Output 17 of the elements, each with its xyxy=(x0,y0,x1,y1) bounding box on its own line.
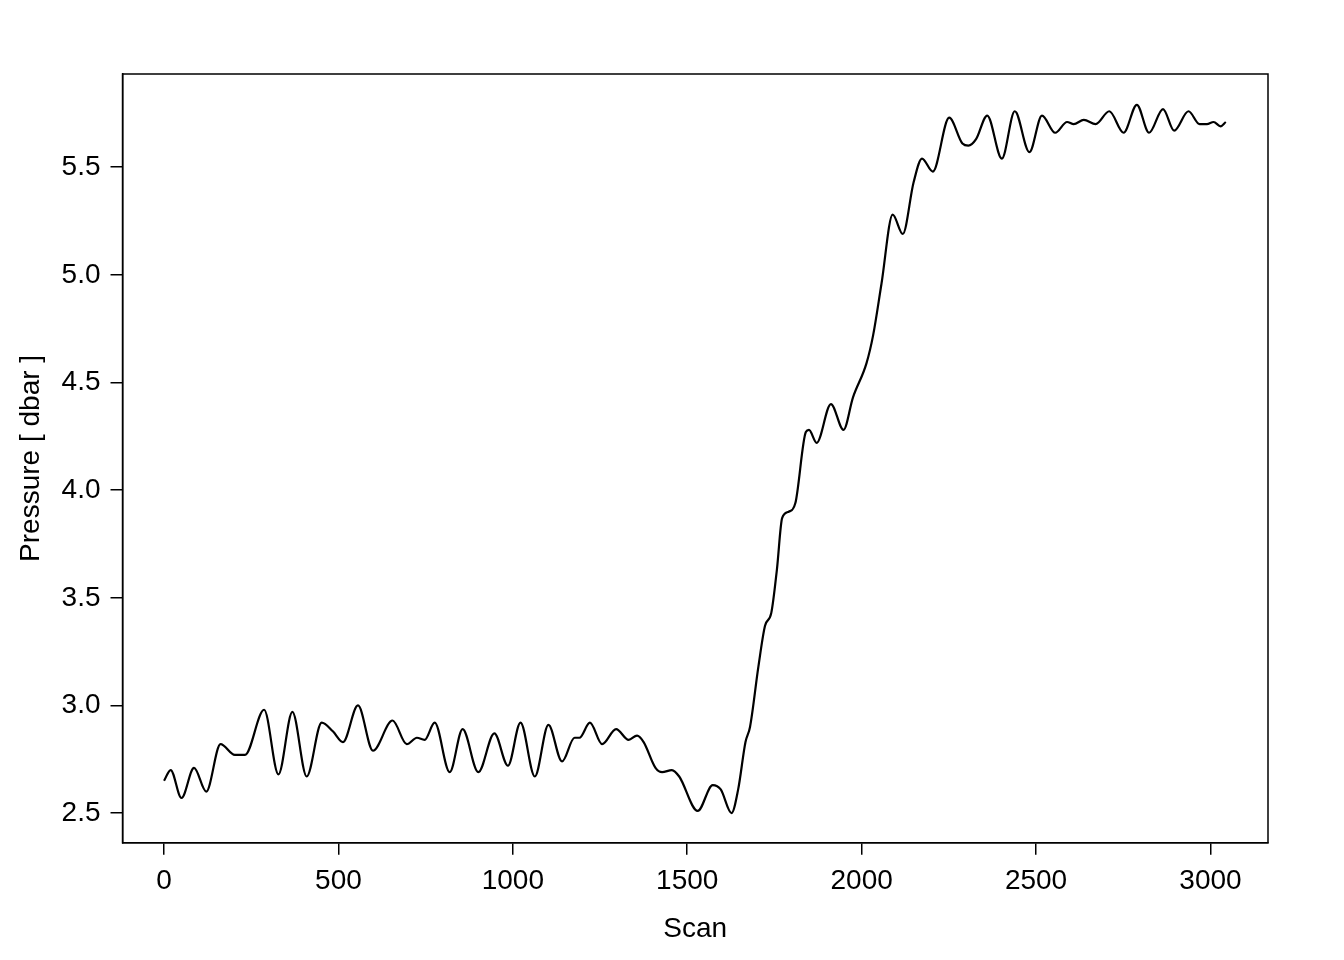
x-axis-title: Scan xyxy=(663,911,728,943)
y-tick-label: 3.5 xyxy=(61,580,101,612)
y-tick-label: 4.5 xyxy=(61,365,101,397)
x-tick-label: 2000 xyxy=(830,864,893,896)
x-tick-label: 0 xyxy=(156,864,172,896)
x-tick-label: 3000 xyxy=(1179,864,1242,896)
y-tick-label: 2.5 xyxy=(61,795,101,827)
y-tick-label: 5.0 xyxy=(61,257,101,289)
x-tick-label: 1500 xyxy=(656,864,719,896)
y-tick-label: 4.0 xyxy=(61,472,101,504)
line-series xyxy=(162,103,1227,815)
y-axis-title: Pressure [ dbar ] xyxy=(13,354,45,562)
y-tick-label: 3.0 xyxy=(61,688,101,720)
x-tick-label: 1000 xyxy=(481,864,544,896)
y-tick-label: 5.5 xyxy=(61,149,101,181)
x-tick-label: 2500 xyxy=(1004,864,1068,896)
x-tick-label: 500 xyxy=(315,864,362,896)
